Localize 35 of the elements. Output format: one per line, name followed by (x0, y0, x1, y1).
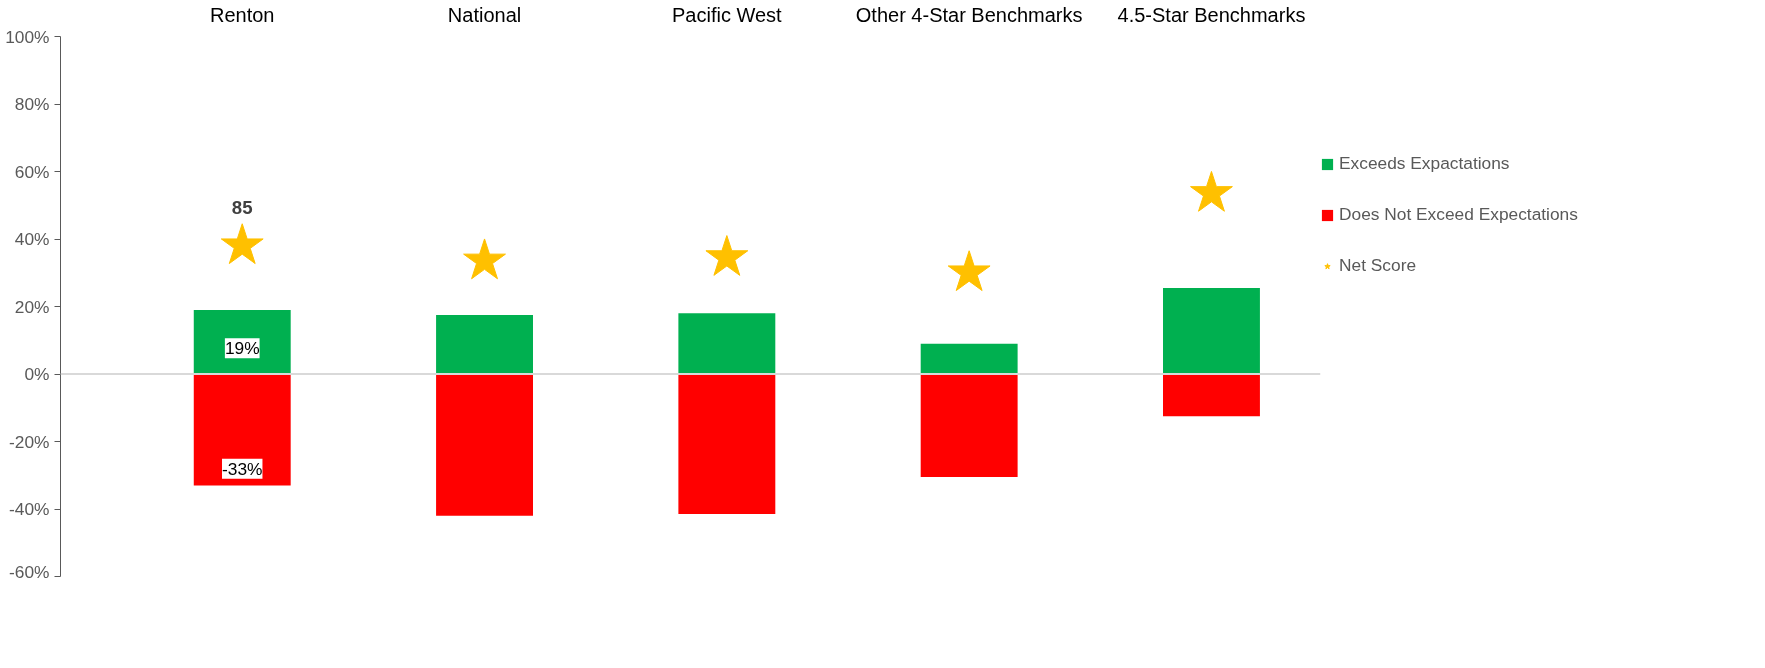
y-tick-label: 0% (24, 364, 50, 384)
x-tick-label: 4.5-Star Benchmarks (1117, 3, 1306, 26)
legend-label: Net Score (1339, 255, 1418, 276)
bar (436, 314, 533, 374)
x-tick-label: Pacific West (672, 3, 783, 26)
point (705, 235, 749, 276)
bar (920, 343, 1018, 374)
x-tick-label: National (447, 3, 522, 26)
point (1190, 170, 1233, 212)
point (947, 250, 991, 292)
bar (678, 313, 776, 374)
y-tick-label: 80% (14, 94, 50, 114)
bar (678, 374, 776, 515)
data-label: 19% (224, 338, 260, 359)
y-tick-label: -60% (9, 561, 50, 582)
y-tick-label: 20% (14, 296, 50, 317)
x-tick-label: Renton (209, 3, 275, 26)
data-label: -33% (222, 458, 263, 479)
y-tick-label: 60% (14, 161, 50, 182)
bar (436, 374, 533, 516)
annotation: 85 (231, 197, 253, 219)
bar (193, 374, 291, 486)
bar (193, 309, 291, 374)
legend-label: Exceeds Expactations (1339, 153, 1511, 174)
point (220, 223, 264, 265)
bar (920, 374, 1018, 477)
bar (1163, 287, 1260, 374)
y-tick-label: 100% (5, 26, 50, 47)
bar (1163, 374, 1260, 417)
x-tick-label: Other 4-Star Benchmarks (855, 3, 1083, 26)
y-tick-label: -40% (9, 499, 50, 519)
y-tick-label: 40% (14, 229, 50, 249)
point (463, 238, 506, 280)
legend-label: Does Not Exceed Expectations (1339, 204, 1578, 225)
y-tick-label: -20% (9, 431, 50, 452)
